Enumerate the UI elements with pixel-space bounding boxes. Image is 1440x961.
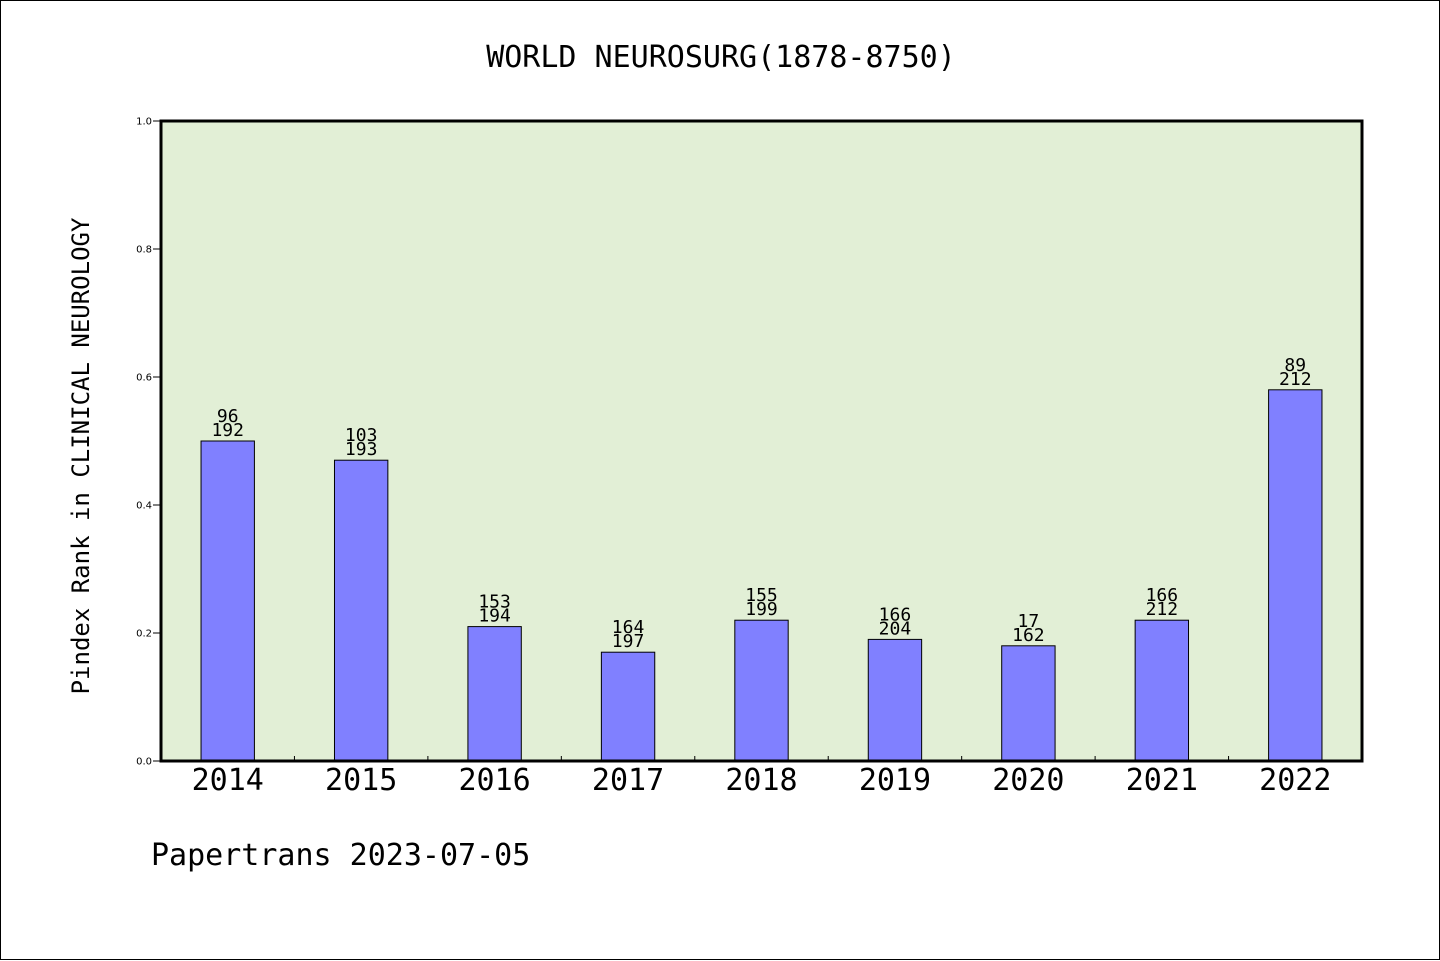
- bar-rank-label-2018: 155: [745, 585, 778, 606]
- y-axis-ticks: 0.0 0.2 0.4 0.6 0.8 1.0: [136, 117, 161, 768]
- y-tick-label-0.2: 0.2: [136, 629, 152, 640]
- bar-total-label-2015: 193: [345, 439, 378, 460]
- bar-total-label-2018: 199: [745, 599, 778, 620]
- y-tick-label-0.4: 0.4: [136, 501, 152, 512]
- bar-2014: [200, 440, 255, 762]
- chart-title: WORLD NEUROSURG(1878-8750): [486, 40, 956, 75]
- x-tick-label-2016: 2016: [458, 763, 530, 798]
- bar-total-label-2020: 162: [1012, 625, 1045, 646]
- bar-rank-label-2019: 166: [879, 604, 912, 625]
- x-tick-label-2022: 2022: [1259, 763, 1331, 798]
- x-tick-label-2021: 2021: [1126, 763, 1198, 798]
- bar-rank-label-2016: 153: [478, 592, 511, 613]
- bar-total-label-2019: 204: [879, 618, 912, 639]
- bar-2015: [333, 459, 389, 762]
- plot-border: [159, 119, 1364, 763]
- bar-2019: [867, 638, 923, 762]
- bar-rank-label-2022: 89: [1284, 355, 1306, 376]
- bar-2018: [734, 619, 789, 762]
- x-tick-label-2019: 2019: [859, 763, 931, 798]
- bar-rank-label-2020: 17: [1018, 611, 1040, 632]
- x-tick-label-2020: 2020: [992, 763, 1064, 798]
- bar-2022: [1268, 389, 1323, 762]
- x-tick-label-2015: 2015: [325, 763, 397, 798]
- bar-total-label-2014: 192: [211, 420, 244, 441]
- y-tick-label-0.0: 0.0: [136, 757, 152, 768]
- y-tick-label-1.0: 1.0: [136, 117, 152, 128]
- bar-2017: [600, 651, 656, 762]
- y-tick-label-0.6: 0.6: [136, 373, 152, 384]
- y-tick-label-0.8: 0.8: [136, 245, 152, 256]
- bar-2020: [1001, 645, 1056, 762]
- bar-2016: [467, 626, 522, 762]
- x-axis-ticks: 2014 2015 2016 2017 2018 2019 2020 2021 2022: [192, 756, 1331, 798]
- bar-total-label-2021: 212: [1146, 599, 1179, 620]
- bar-2021: [1134, 619, 1190, 762]
- bar-total-label-2022: 212: [1279, 369, 1312, 390]
- bar-rank-label-2015: 103: [345, 425, 378, 446]
- bar-rank-label-2014: 96: [217, 406, 239, 427]
- x-tick-label-2014: 2014: [192, 763, 264, 798]
- footer-source-date: Papertrans 2023-07-05: [151, 838, 530, 873]
- bar-rank-label-2021: 166: [1146, 585, 1179, 606]
- bar-total-label-2017: 197: [612, 631, 645, 652]
- bar-total-label-2016: 194: [478, 606, 511, 627]
- bars-layer: [200, 389, 1323, 762]
- x-tick-label-2018: 2018: [725, 763, 797, 798]
- bar-rank-label-2017: 164: [612, 617, 645, 638]
- x-tick-label-2017: 2017: [592, 763, 664, 798]
- y-axis-label: Pindex Rank in CLINICAL NEUROLOGY: [67, 217, 95, 694]
